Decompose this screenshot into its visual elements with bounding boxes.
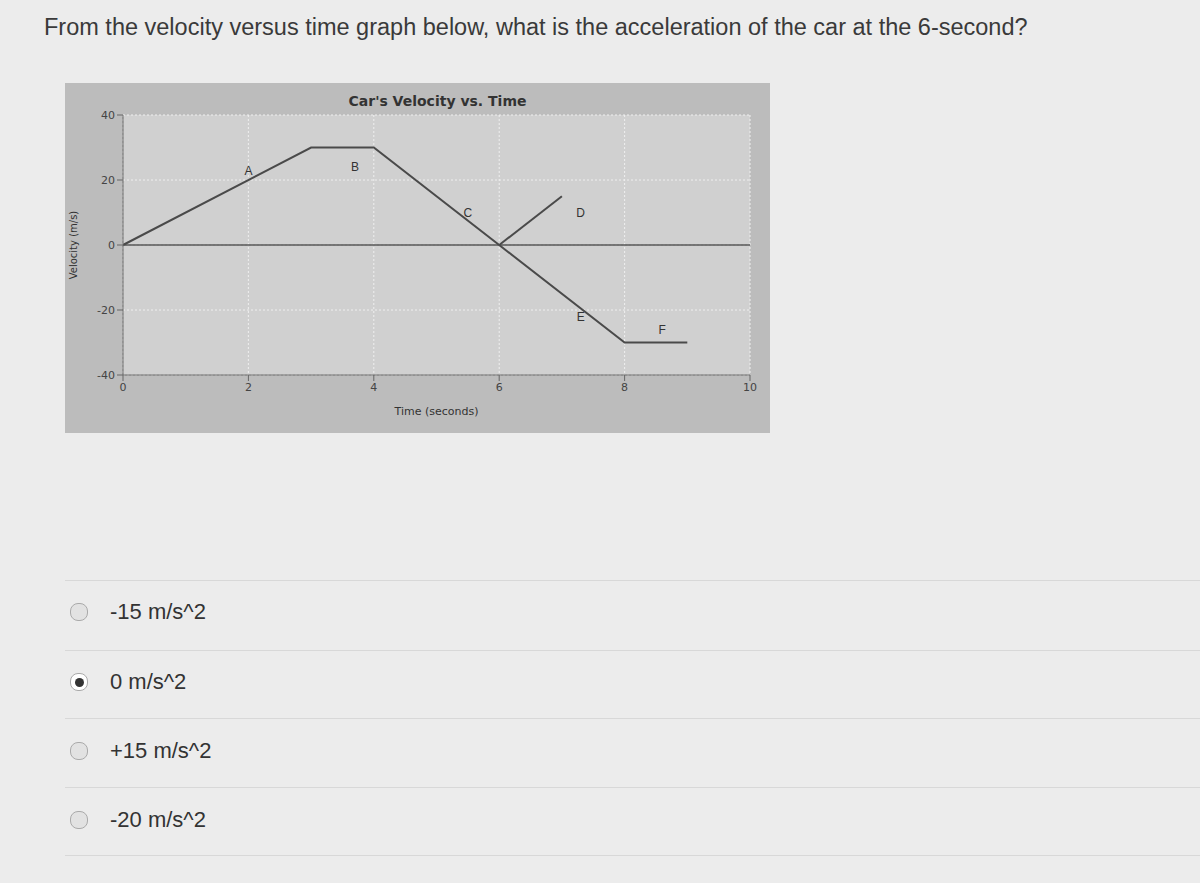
svg-text:A: A (244, 164, 252, 178)
svg-text:0: 0 (108, 239, 115, 252)
svg-text:Velocity (m/s): Velocity (m/s) (68, 211, 79, 280)
svg-text:-40: -40 (97, 369, 115, 382)
svg-text:8: 8 (621, 381, 628, 394)
html-text:+15 m/s^2: +15 m/s^2 (110, 738, 212, 763)
svg-text:Time (seconds): Time (seconds) (394, 405, 479, 418)
svg-text:20: 20 (101, 174, 115, 187)
svg-text:0: 0 (120, 381, 127, 394)
svg-text:40: 40 (101, 109, 115, 122)
svg-text:E: E (577, 310, 585, 324)
svg-text:10: 10 (743, 381, 757, 394)
svg-text:B: B (351, 160, 359, 174)
html-text:0 m/s^2: 0 m/s^2 (110, 669, 187, 694)
svg-text:4: 4 (370, 381, 377, 394)
svg-text:6: 6 (496, 381, 503, 394)
svg-text:-20: -20 (97, 304, 115, 317)
svg-text:C: C (464, 206, 473, 220)
html-text:From the velocity versus time: From the velocity versus time graph belo… (44, 14, 1028, 40)
html-text:-20 m/s^2: -20 m/s^2 (110, 807, 206, 832)
svg-text:D: D (576, 206, 585, 220)
svg-text:F: F (659, 323, 666, 337)
html-text:Car's Velocity vs. Time: Car's Velocity vs. Time (348, 93, 527, 109)
html-text:-15 m/s^2: -15 m/s^2 (110, 599, 206, 624)
svg-text:2: 2 (245, 381, 252, 394)
